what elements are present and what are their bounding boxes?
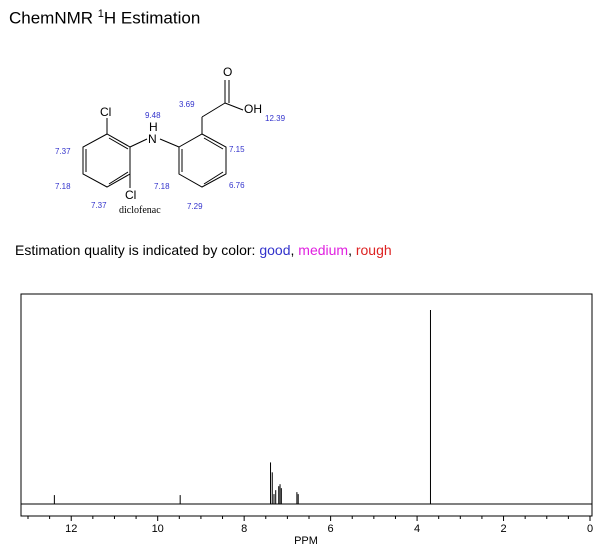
shift-cooh: 12.39 (265, 114, 286, 123)
x-tick-label: 8 (241, 523, 247, 535)
title-superscript: 1 (97, 8, 104, 20)
shift-ring-a-bottom: 7.37 (91, 201, 107, 210)
molecule-bonds (82, 80, 244, 188)
estimation-quality-legend: Estimation quality is indicated by color… (15, 242, 392, 258)
quality-good: good (259, 242, 291, 258)
x-tick-label: 2 (500, 523, 506, 535)
atom-oh: OH (244, 102, 262, 116)
molecule-structure: Cl Cl H N O OH diclofenac 9.48 3.69 12.3… (55, 65, 286, 216)
ticks-layer: 12 10 8 6 4 2 0 (27, 516, 593, 535)
x-tick-label: 10 (152, 523, 164, 535)
atom-cl-top: Cl (100, 105, 111, 119)
x-tick-label: 6 (328, 523, 334, 535)
atom-nh-h: H (149, 120, 158, 134)
title-suffix: H Estimation (103, 8, 201, 28)
quality-prefix: Estimation quality is indicated by color… (15, 242, 260, 258)
shift-ring-b-near-n: 7.18 (154, 182, 170, 191)
x-axis-label: PPM (294, 535, 318, 547)
shift-ring-b-meta: 6.76 (229, 181, 245, 190)
molecule-name: diclofenac (119, 205, 161, 216)
shift-ring-a-top: 7.37 (55, 147, 71, 156)
quality-rough: rough (355, 242, 392, 258)
atom-nh-n: N (148, 132, 157, 146)
quality-medium: medium (298, 242, 349, 258)
nmr-spectrum-chart: 12 10 8 6 4 2 0 PPM (20, 293, 593, 547)
quality-separator-1: , (290, 242, 299, 258)
shift-ring-b-para: 7.29 (187, 202, 203, 211)
atom-oxygen: O (223, 65, 232, 79)
peaks-layer (53, 309, 431, 504)
x-tick-label: 4 (414, 523, 420, 535)
page-title: ChemNMR 1H Estimation (9, 8, 200, 29)
quality-separator-2: , (348, 242, 356, 258)
shift-nh: 9.48 (145, 111, 161, 120)
x-tick-label: 0 (587, 523, 593, 535)
plot-frame (20, 293, 593, 517)
shift-ring-b-ortho: 7.15 (229, 145, 245, 154)
title-prefix: ChemNMR (9, 8, 98, 28)
shift-ch2: 3.69 (179, 100, 195, 109)
atom-cl-bottom: Cl (125, 188, 136, 202)
x-tick-label: 12 (65, 523, 77, 535)
shift-ring-a-mid: 7.18 (55, 182, 71, 191)
